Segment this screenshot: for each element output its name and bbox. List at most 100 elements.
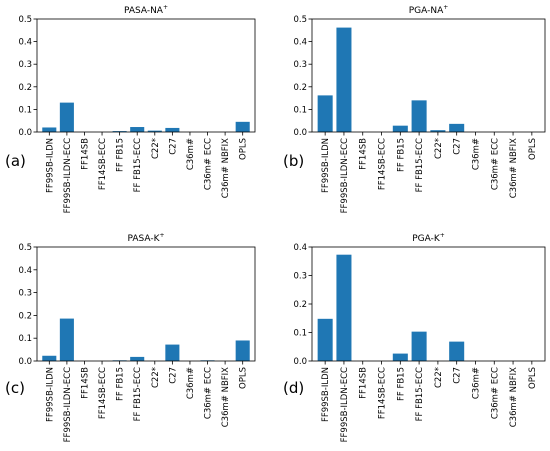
x-tick-label: C36m#: [186, 367, 196, 399]
x-tick-label: C36m#: [186, 138, 196, 170]
y-tick-label: 0.2: [18, 83, 32, 93]
x-tick-label: FF14SB-ECC: [378, 138, 388, 190]
x-tick-label: FF99SB-ILDN-ECC: [340, 367, 350, 442]
bar-5: [392, 353, 408, 361]
y-tick-label: 0.5: [293, 15, 307, 25]
y-tick-label: 0.5: [18, 243, 32, 253]
x-tick-label: FF99SB-ILDN-ECC: [63, 138, 73, 213]
x-tick-label: OPLS: [239, 138, 249, 160]
x-tick-label: OPLS: [528, 367, 538, 389]
x-tick-label: FF14SB: [359, 367, 369, 399]
x-tick-label: FF14SB-ECC: [98, 138, 108, 190]
x-tick-label: FF99SB-ILDN: [45, 367, 55, 422]
panel-label: (b): [283, 152, 304, 170]
x-tick-label: FF FB15: [396, 367, 406, 401]
bar-6: [130, 356, 145, 361]
y-tick-label: 0.2: [293, 83, 307, 93]
bar-1: [317, 318, 333, 361]
chart-panel-3: 0.0 0.1 0.2 0.3 0.4 0.5 FF99SB-ILDN FF99SB-ILDN…: [5, 232, 256, 442]
axes-frame: [36, 18, 256, 133]
bar-12: [235, 340, 250, 361]
x-tick-label: FF14SB: [80, 138, 90, 170]
bar-5: [392, 125, 408, 132]
x-tick-label: FF FB15: [116, 367, 126, 401]
bar-8: [165, 127, 180, 132]
x-tick-label: C36m# ECC: [490, 138, 500, 190]
x-tick-label: FF14SB-ECC: [378, 367, 388, 419]
y-tick-label: 0.5: [18, 15, 32, 25]
bar-7: [430, 130, 446, 132]
x-tick-label: C22*: [434, 367, 444, 388]
x-tick-label: C36m# NBFIX: [221, 367, 231, 427]
bar-8: [165, 344, 180, 361]
x-tick-label: FF14SB-ECC: [98, 367, 108, 419]
x-tick-label: FF FB15: [396, 138, 406, 172]
bar-6: [411, 100, 427, 132]
x-tick-label: C27: [168, 367, 178, 384]
x-tick-label: FF99SB-ILDN: [45, 138, 55, 193]
y-tick-label: 0.1: [293, 105, 307, 115]
x-tick-label: FF FB15-ECC: [415, 138, 425, 192]
chart-title: PGA-K+: [412, 232, 445, 244]
chart-panel-1: 0.0 0.1 0.2 0.3 0.4 0.5 FF99SB-ILDN FF99SB-ILDN…: [5, 4, 256, 213]
y-tick-label: 0.3: [293, 272, 307, 282]
y-tick-label: 0.0: [18, 357, 32, 367]
x-tick-label: FF99SB-ILDN-ECC: [63, 367, 73, 442]
y-tick-label: 0.3: [293, 60, 307, 70]
panel-label: (a): [5, 152, 26, 170]
bar-2: [336, 254, 352, 361]
x-tick-label: FF14SB: [80, 367, 90, 399]
x-tick-label: FF99SB-ILDN: [321, 367, 331, 422]
x-tick-label: C22*: [151, 367, 161, 388]
bar-2: [336, 27, 352, 133]
y-tick-label: 0.3: [18, 60, 32, 70]
bar-12: [235, 121, 250, 132]
bar-7: [147, 130, 162, 132]
y-tick-label: 0.2: [18, 311, 32, 321]
y-tick-label: 0.0: [293, 357, 307, 367]
x-tick-label: FF FB15: [116, 138, 126, 172]
x-tick-label: C27: [453, 367, 463, 384]
panel-label: (d): [283, 379, 304, 397]
x-tick-label: FF FB15-ECC: [415, 367, 425, 421]
x-tick-label: FF14SB: [359, 138, 369, 170]
panel-label: (c): [5, 379, 25, 397]
x-tick-label: C22*: [434, 138, 444, 159]
x-tick-label: C27: [168, 138, 178, 155]
chart-panel-2: 0.0 0.1 0.2 0.3 0.4 0.5 FF99SB-ILDN FF99SB-ILDN…: [283, 4, 546, 213]
x-tick-label: C36m#: [471, 138, 481, 170]
x-tick-label: C36m# ECC: [204, 138, 214, 190]
bar-8: [449, 123, 465, 132]
y-tick-label: 0.4: [18, 266, 32, 276]
y-tick-label: 0.1: [293, 329, 307, 339]
chart-title: PASA-K+: [127, 232, 164, 244]
chart-panel-4: 0.0 0.1 0.2 0.3 0.4 FF99SB-ILDN FF99SB-ILDN-EC…: [283, 232, 546, 442]
bar-6: [411, 331, 427, 361]
x-tick-label: C36m# NBFIX: [509, 367, 519, 427]
y-tick-label: 0.3: [18, 289, 32, 299]
y-tick-label: 0.2: [293, 300, 307, 310]
x-tick-label: C22*: [151, 138, 161, 159]
bar-6: [130, 127, 145, 132]
chart-title: PASA-NA+: [124, 4, 168, 16]
x-tick-label: FF FB15-ECC: [133, 367, 143, 421]
y-tick-label: 0.4: [293, 243, 307, 253]
bar-2: [59, 102, 74, 132]
x-tick-label: C36m# ECC: [204, 367, 214, 419]
x-tick-label: OPLS: [239, 367, 249, 389]
x-tick-label: C36m# ECC: [490, 367, 500, 419]
bar-1: [317, 95, 333, 132]
x-tick-label: FF FB15-ECC: [133, 138, 143, 192]
bar-1: [42, 355, 57, 361]
bar-2: [59, 318, 74, 361]
axes-frame: [311, 18, 546, 133]
bar-5: [112, 131, 127, 132]
x-tick-label: FF99SB-ILDN: [321, 138, 331, 193]
x-tick-label: OPLS: [528, 138, 538, 160]
y-tick-label: 0.4: [293, 38, 307, 48]
y-tick-label: 0.0: [293, 128, 307, 138]
x-tick-label: FF99SB-ILDN-ECC: [340, 138, 350, 213]
x-tick-label: C36m# NBFIX: [509, 138, 519, 198]
x-tick-label: C36m# NBFIX: [221, 138, 231, 198]
